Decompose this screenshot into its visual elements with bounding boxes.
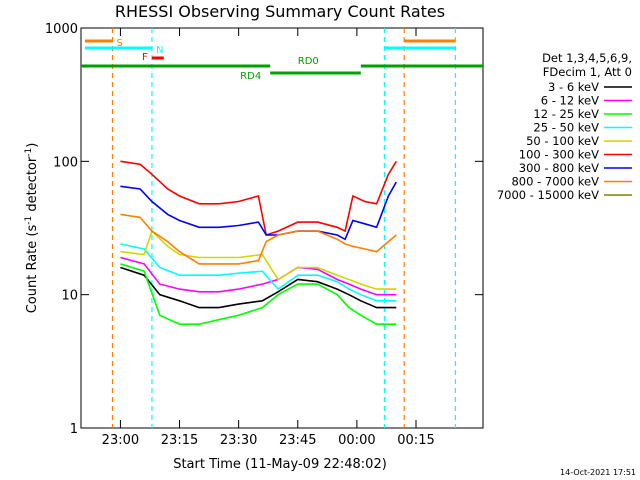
series-line-5 [120, 160, 397, 237]
legend-label-1: 6 - 12 keV [541, 94, 599, 108]
axis-ticks: 23:00 23:15 23:30 23:45 00:00 00:15 1 10 100 1000 [45, 22, 483, 448]
x-axis-label: Start Time (11-May-09 22:48:02) [173, 457, 387, 472]
x-tick-label-3: 23:45 [279, 433, 316, 448]
y-axis-label: Count Rate (s-1 detector-1) [24, 143, 40, 314]
x-tick-label-5: 00:15 [397, 433, 434, 448]
state-label-rd4: RD4 [240, 71, 261, 82]
legend-label-4: 50 - 100 keV [526, 134, 599, 148]
x-tick-label-0: 23:00 [102, 433, 139, 448]
plot-frame [80, 27, 484, 429]
legend-label-2: 12 - 25 keV [533, 107, 599, 121]
series-line-1 [120, 256, 397, 296]
x-tick-label-4: 00:00 [338, 433, 375, 448]
legend-header-2: FDecim 1, Att 0 [543, 65, 632, 79]
series-line-7 [120, 213, 397, 265]
state-label-rd0: RD0 [298, 56, 319, 67]
legend-header-1: Det 1,3,4,5,6,9, [542, 51, 632, 65]
y-tick-label-3: 1000 [45, 22, 78, 37]
state-label-f: F [142, 52, 148, 63]
x-tick-label-1: 23:15 [161, 433, 198, 448]
series-lines [120, 160, 397, 325]
legend-label-0: 3 - 6 keV [548, 80, 599, 94]
y-tick-label-2: 100 [53, 155, 78, 170]
legend-label-7: 800 - 7000 keV [511, 175, 599, 189]
series-line-3 [120, 243, 397, 302]
legend-label-8: 7000 - 15000 keV [497, 188, 599, 202]
timestamp: 14-Oct-2021 17:51 [560, 468, 636, 477]
legend-label-3: 25 - 50 keV [533, 121, 599, 135]
legend: Det 1,3,4,5,6,9, FDecim 1, Att 0 3 - 6 k… [497, 51, 632, 202]
chart-title: RHESSI Observing Summary Count Rates [115, 2, 445, 21]
state-label-s: S [117, 38, 123, 49]
legend-label-6: 300 - 800 keV [519, 161, 599, 175]
plot-markers: S NF RD0 RD4 [81, 28, 483, 428]
series-line-4 [120, 229, 397, 290]
legend-label-5: 100 - 300 keV [519, 148, 599, 162]
series-line-0 [120, 266, 397, 309]
state-label-n: N [156, 45, 163, 56]
y-tick-label-0: 1 [70, 422, 78, 437]
series-line-2 [120, 263, 397, 325]
y-tick-label-1: 10 [61, 289, 78, 304]
series-line-6 [120, 181, 397, 241]
x-tick-label-2: 23:30 [220, 433, 257, 448]
